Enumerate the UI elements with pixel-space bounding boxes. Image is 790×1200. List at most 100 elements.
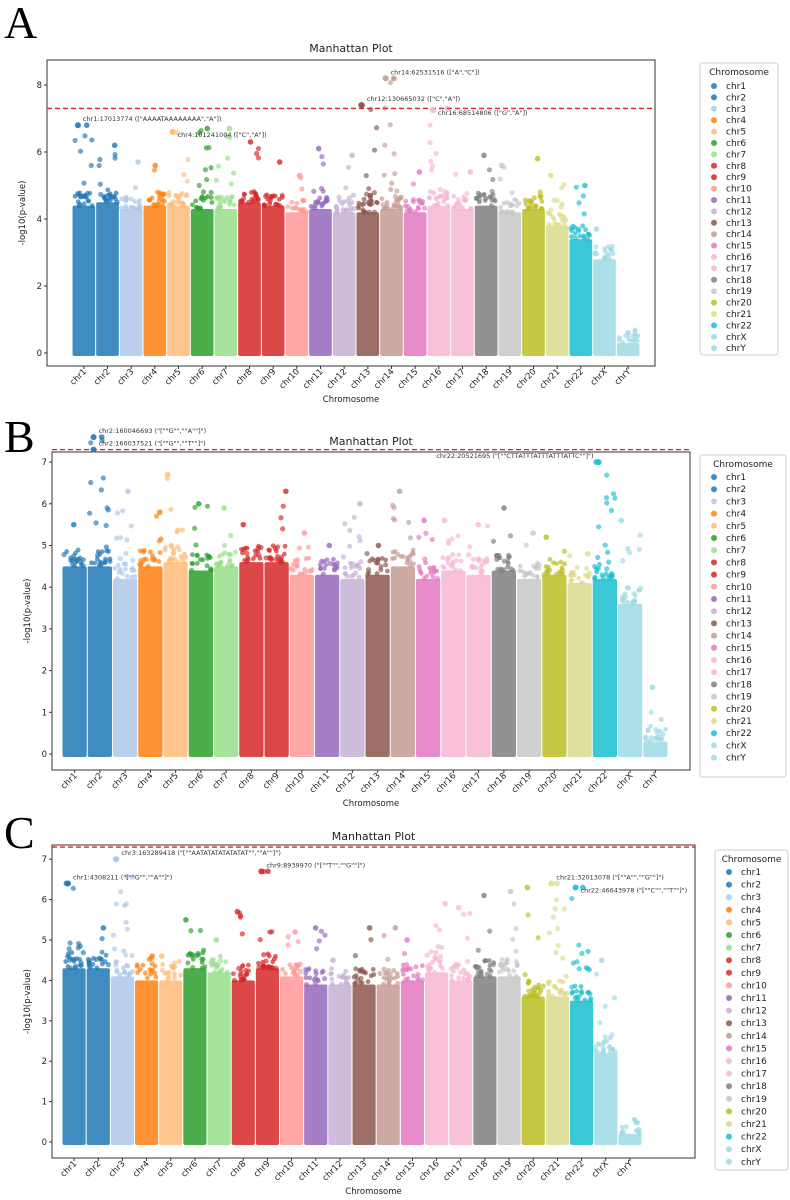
bulk-points [264,562,289,757]
peak-point [221,505,227,511]
chromosome-chr17 [466,521,491,757]
data-point [182,554,189,560]
data-point [285,942,291,948]
data-point [490,176,496,183]
data-point [379,196,385,202]
data-point [129,567,135,573]
chromosome-chr6 [190,125,215,356]
data-point [347,195,353,201]
data-point [547,556,553,562]
data-point [576,942,582,948]
legend-entry: chr7 [726,546,746,556]
data-point [557,212,562,217]
data-point [107,559,113,565]
data-point [552,221,558,227]
peak-point [283,488,289,495]
data-point [611,995,618,1001]
data-point [176,547,182,553]
data-point [593,1044,599,1050]
data-point [394,971,400,976]
data-point [94,965,100,971]
data-point [483,196,489,202]
data-point [386,968,391,973]
data-point [430,574,436,580]
data-point [468,205,474,212]
x-tick-label: chr5 [160,771,180,791]
data-point [301,209,307,215]
data-point [514,962,520,968]
legend-entry: chr5 [726,128,746,138]
data-point [456,201,462,207]
data-point [162,547,168,553]
data-point [171,971,177,977]
chromosome-chr11 [303,925,328,1145]
data-point [102,558,108,565]
peak-point [204,125,211,132]
chromosome-chr2 [85,925,111,1145]
data-point [255,155,262,161]
legend-frame [699,62,779,356]
y-tick-label: 4 [42,583,47,593]
data-point [610,251,616,257]
data-point [504,956,510,963]
chromosome-chr5 [162,471,189,757]
legend-entry: chr15 [741,1044,767,1054]
data-point [536,565,542,572]
data-point [449,536,455,542]
data-point [238,913,244,919]
legend-marker [711,288,717,295]
legend-marker [711,693,717,700]
data-point [164,475,170,482]
data-point [193,198,199,204]
data-point [546,222,552,227]
data-point [569,234,574,240]
data-point [513,973,519,979]
data-point [604,566,610,572]
data-point [196,206,202,212]
data-point [623,1124,629,1130]
x-tick-label: chr19 [491,367,515,391]
data-point [80,557,86,563]
data-point [75,945,81,951]
legend-marker [711,522,717,529]
data-point [490,538,497,544]
data-point [456,975,462,981]
data-point [497,969,503,975]
bulk-points [517,578,542,757]
data-point [371,147,378,153]
data-point [261,963,267,969]
data-point [245,962,251,968]
data-point [216,554,222,559]
x-tick-label: chr21 [560,771,584,795]
legend-entry: chrY [726,754,746,764]
data-point [584,566,589,571]
data-point [581,233,587,239]
data-point [359,980,365,986]
data-point [289,965,294,971]
data-point [517,568,522,574]
data-point [438,953,444,959]
chromosome-chr7 [213,505,239,757]
data-point [285,934,291,940]
bulk-points [135,980,159,1145]
legend-marker [711,311,717,317]
data-point [181,559,187,565]
data-point [80,563,86,569]
data-point [570,960,576,966]
data-point [364,550,370,557]
chromosome-chr4 [134,953,159,1145]
data-point [382,142,388,148]
data-point [273,965,279,971]
data-point [251,198,257,204]
legend-marker [711,185,717,192]
data-point [200,947,207,953]
data-point [77,148,84,154]
data-point [523,542,529,548]
data-point [514,203,520,209]
data-point [137,548,143,554]
y-tick-label: 3 [42,1017,47,1027]
data-point [546,993,552,998]
legend-marker [726,894,732,901]
legend-entry: chr16 [726,656,752,666]
panel-letter: A [4,0,37,48]
